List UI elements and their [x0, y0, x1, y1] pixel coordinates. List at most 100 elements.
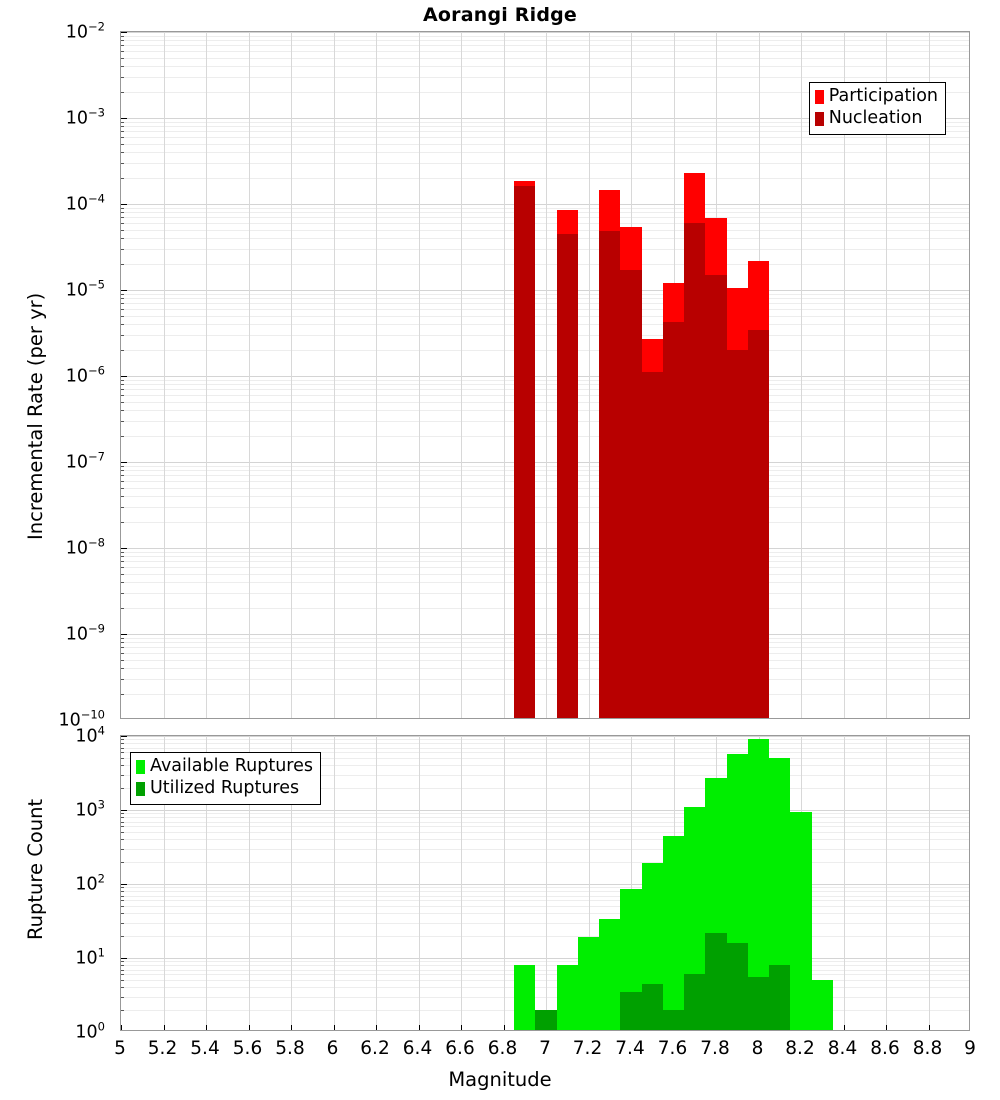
y-tick-mark-minor	[121, 694, 124, 696]
gridline-vertical	[843, 32, 845, 718]
y-tick-mark-minor	[121, 608, 124, 610]
gridline-minor	[121, 401, 969, 403]
gridline-vertical	[461, 736, 462, 1030]
gridline-minor	[121, 817, 969, 819]
legend-item-available-ruptures: Available Ruptures	[136, 756, 313, 778]
incremental-rate-y-tick-labels: 10−2 10−3 10−4 10−5 10−6 10−7 10−8 10−9 10−10	[0, 20, 113, 731]
rupture-count-axis-title: Rupture Count	[24, 798, 47, 940]
gridline-vertical	[333, 32, 335, 718]
y-tick-mark-minor	[121, 324, 124, 326]
gridline-vertical	[206, 32, 207, 718]
gridline-minor	[121, 217, 969, 219]
y-tick-mark	[121, 462, 127, 463]
available-ruptures-bar	[747, 739, 770, 1030]
y-tick-mark-minor	[121, 249, 124, 250]
x-tick-label: 5	[114, 1038, 126, 1059]
incremental-rate-plot-area	[121, 32, 969, 718]
gridline-vertical	[928, 736, 930, 1030]
gridline-minor	[121, 996, 969, 998]
legend-item-nucleation: Nucleation	[814, 108, 938, 130]
y-tick-mark-minor	[121, 887, 124, 889]
gridline-minor	[121, 891, 969, 893]
utilized-ruptures-bar	[747, 977, 770, 1030]
gridline-minor	[121, 212, 969, 214]
y-tick-mark-minor	[121, 143, 124, 145]
y-tick-mark-minor	[121, 217, 124, 219]
gridline-minor	[121, 143, 969, 145]
y-tick-mark-minor	[121, 389, 124, 391]
nucleation-bar	[684, 223, 706, 718]
y-tick-label: 100	[75, 1019, 105, 1043]
gridline-minor	[121, 608, 969, 610]
gridline-vertical	[163, 736, 165, 1030]
x-tick-mark	[206, 1025, 207, 1030]
gridline-minor	[121, 309, 969, 311]
gridline-minor	[121, 507, 969, 508]
gridline-vertical	[248, 32, 250, 718]
available-ruptures-bar	[662, 836, 685, 1030]
y-tick-mark	[121, 204, 127, 205]
gridline-vertical	[503, 736, 505, 1030]
y-tick-mark-minor	[121, 121, 124, 123]
y-tick-label: 10−5	[65, 277, 105, 301]
gridline-major	[121, 736, 969, 737]
gridline-minor	[121, 92, 969, 94]
gridline-major	[121, 32, 969, 33]
x-tick-label: 8.8	[912, 1038, 943, 1059]
utilized-ruptures-bar	[641, 983, 663, 1030]
gridline-minor	[121, 551, 969, 553]
participation-swatch-icon	[814, 90, 824, 104]
gridline-minor	[121, 561, 969, 563]
gridline-minor	[121, 496, 969, 498]
y-tick-mark-minor	[121, 303, 124, 305]
gridline-minor	[121, 647, 969, 649]
x-tick-mark	[843, 1025, 845, 1030]
gridline-vertical	[588, 736, 590, 1030]
x-tick-label: 6.8	[487, 1038, 518, 1059]
y-tick-mark-minor	[121, 653, 124, 655]
y-tick-mark	[121, 376, 127, 377]
available-ruptures-swatch-icon	[136, 760, 145, 774]
gridline-minor	[121, 410, 969, 412]
available-ruptures-bar	[599, 918, 621, 1030]
gridline-major	[121, 376, 969, 377]
y-tick-mark-minor	[121, 826, 124, 828]
y-tick-mark-minor	[121, 821, 124, 823]
y-tick-mark-minor	[121, 747, 124, 749]
utilized-ruptures-bar	[769, 965, 791, 1030]
y-tick-mark-minor	[121, 935, 124, 937]
y-tick-mark-minor	[121, 421, 124, 422]
gridline-major	[121, 548, 969, 549]
nucleation-bar	[705, 274, 727, 718]
y-tick-mark-minor	[121, 839, 124, 841]
y-tick-mark-minor	[121, 496, 124, 498]
incremental-rate-axis-title: Incremental Rate (per yr)	[24, 292, 47, 540]
nucleation-bar	[556, 233, 578, 718]
y-tick-label: 10−8	[65, 535, 105, 559]
gridline-minor	[121, 229, 969, 231]
y-tick-label: 104	[75, 723, 105, 747]
y-tick-mark-minor	[121, 551, 124, 553]
y-tick-mark	[121, 810, 127, 811]
gridline-major	[121, 204, 969, 205]
gridline-minor	[121, 848, 969, 850]
nucleation-bar	[599, 230, 621, 718]
gridline-minor	[121, 637, 969, 639]
y-tick-mark-minor	[121, 335, 124, 336]
y-tick-mark	[121, 118, 127, 119]
y-tick-mark-minor	[121, 556, 124, 558]
y-tick-mark-minor	[121, 900, 124, 902]
gridline-minor	[121, 51, 969, 53]
nucleation-bar	[747, 330, 770, 718]
gridline-minor	[121, 556, 969, 558]
rupture-count-panel: Available Ruptures Utilized Ruptures	[120, 735, 970, 1031]
x-tick-label: 5.6	[232, 1038, 263, 1059]
x-tick-label: 7.2	[572, 1038, 603, 1059]
gridline-minor	[121, 774, 969, 776]
gridline-major	[121, 118, 969, 119]
y-tick-mark-minor	[121, 152, 124, 154]
gridline-minor	[121, 238, 969, 240]
gridline-minor	[121, 163, 969, 164]
gridline-minor	[121, 293, 969, 295]
gridline-minor	[121, 207, 969, 209]
